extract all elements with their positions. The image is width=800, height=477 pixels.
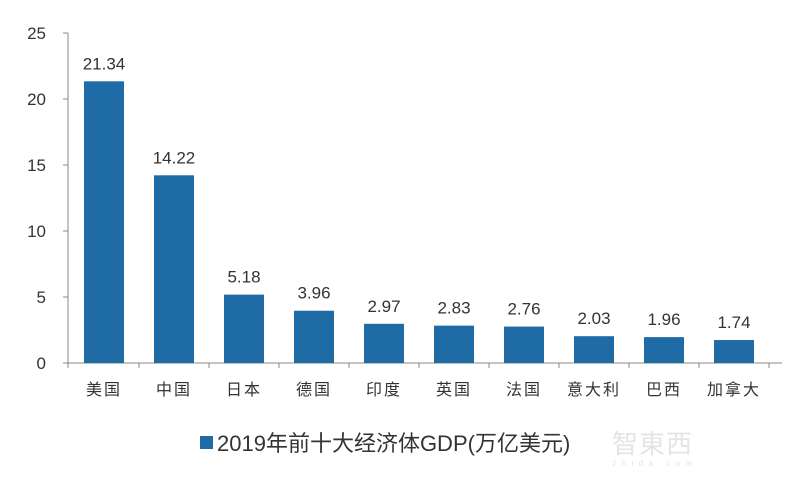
x-tick-label: 日本	[226, 381, 262, 399]
bar	[294, 310, 334, 363]
x-tick-label: 美国	[86, 381, 122, 399]
data-label: 1.74	[717, 313, 750, 332]
x-tick-label: 德国	[296, 381, 332, 399]
watermark-logo: 智東西 zhidx.com	[612, 430, 698, 468]
bar	[364, 323, 404, 363]
data-label: 2.83	[437, 299, 470, 318]
x-tick-label: 印度	[366, 381, 402, 399]
bar	[84, 81, 124, 363]
bar	[224, 294, 264, 363]
bar-chart: 0 5 10 15 20 25 21.34 美国 14.22 中国 5.18 日本 3.96 德国 2.97…	[27, 24, 782, 399]
bar	[714, 340, 754, 363]
y-tick-label: 20	[27, 90, 46, 109]
x-tick-label: 法国	[506, 381, 542, 399]
y-tick-label: 0	[37, 354, 46, 373]
y-tick-label: 10	[27, 222, 46, 241]
data-label: 2.03	[577, 309, 610, 328]
x-tick-label: 英国	[436, 381, 472, 399]
bar	[434, 325, 474, 363]
x-tick-label: 巴西	[646, 382, 682, 399]
data-label: 5.18	[227, 268, 260, 287]
y-tick-label: 5	[37, 288, 46, 307]
bar	[504, 326, 544, 363]
bar	[574, 336, 614, 363]
y-tick-label: 15	[27, 156, 46, 175]
bar	[154, 175, 194, 363]
x-tick-label: 加拿大	[707, 380, 761, 399]
legend: 2019年前十大经济体GDP(万亿美元)	[200, 426, 570, 458]
legend-label: 2019年前十大经济体GDP(万亿美元)	[217, 431, 571, 456]
bar	[644, 337, 684, 363]
data-label: 21.34	[83, 54, 126, 73]
data-label: 1.96	[647, 310, 680, 329]
legend-swatch	[200, 435, 213, 449]
data-label: 3.96	[297, 284, 330, 303]
data-label: 2.97	[367, 297, 400, 316]
y-tick-label: 25	[27, 24, 46, 43]
x-tick-label: 中国	[156, 381, 192, 399]
data-label: 2.76	[507, 300, 540, 319]
x-tick-label: 意大利	[567, 380, 621, 399]
data-label: 14.22	[153, 148, 196, 167]
